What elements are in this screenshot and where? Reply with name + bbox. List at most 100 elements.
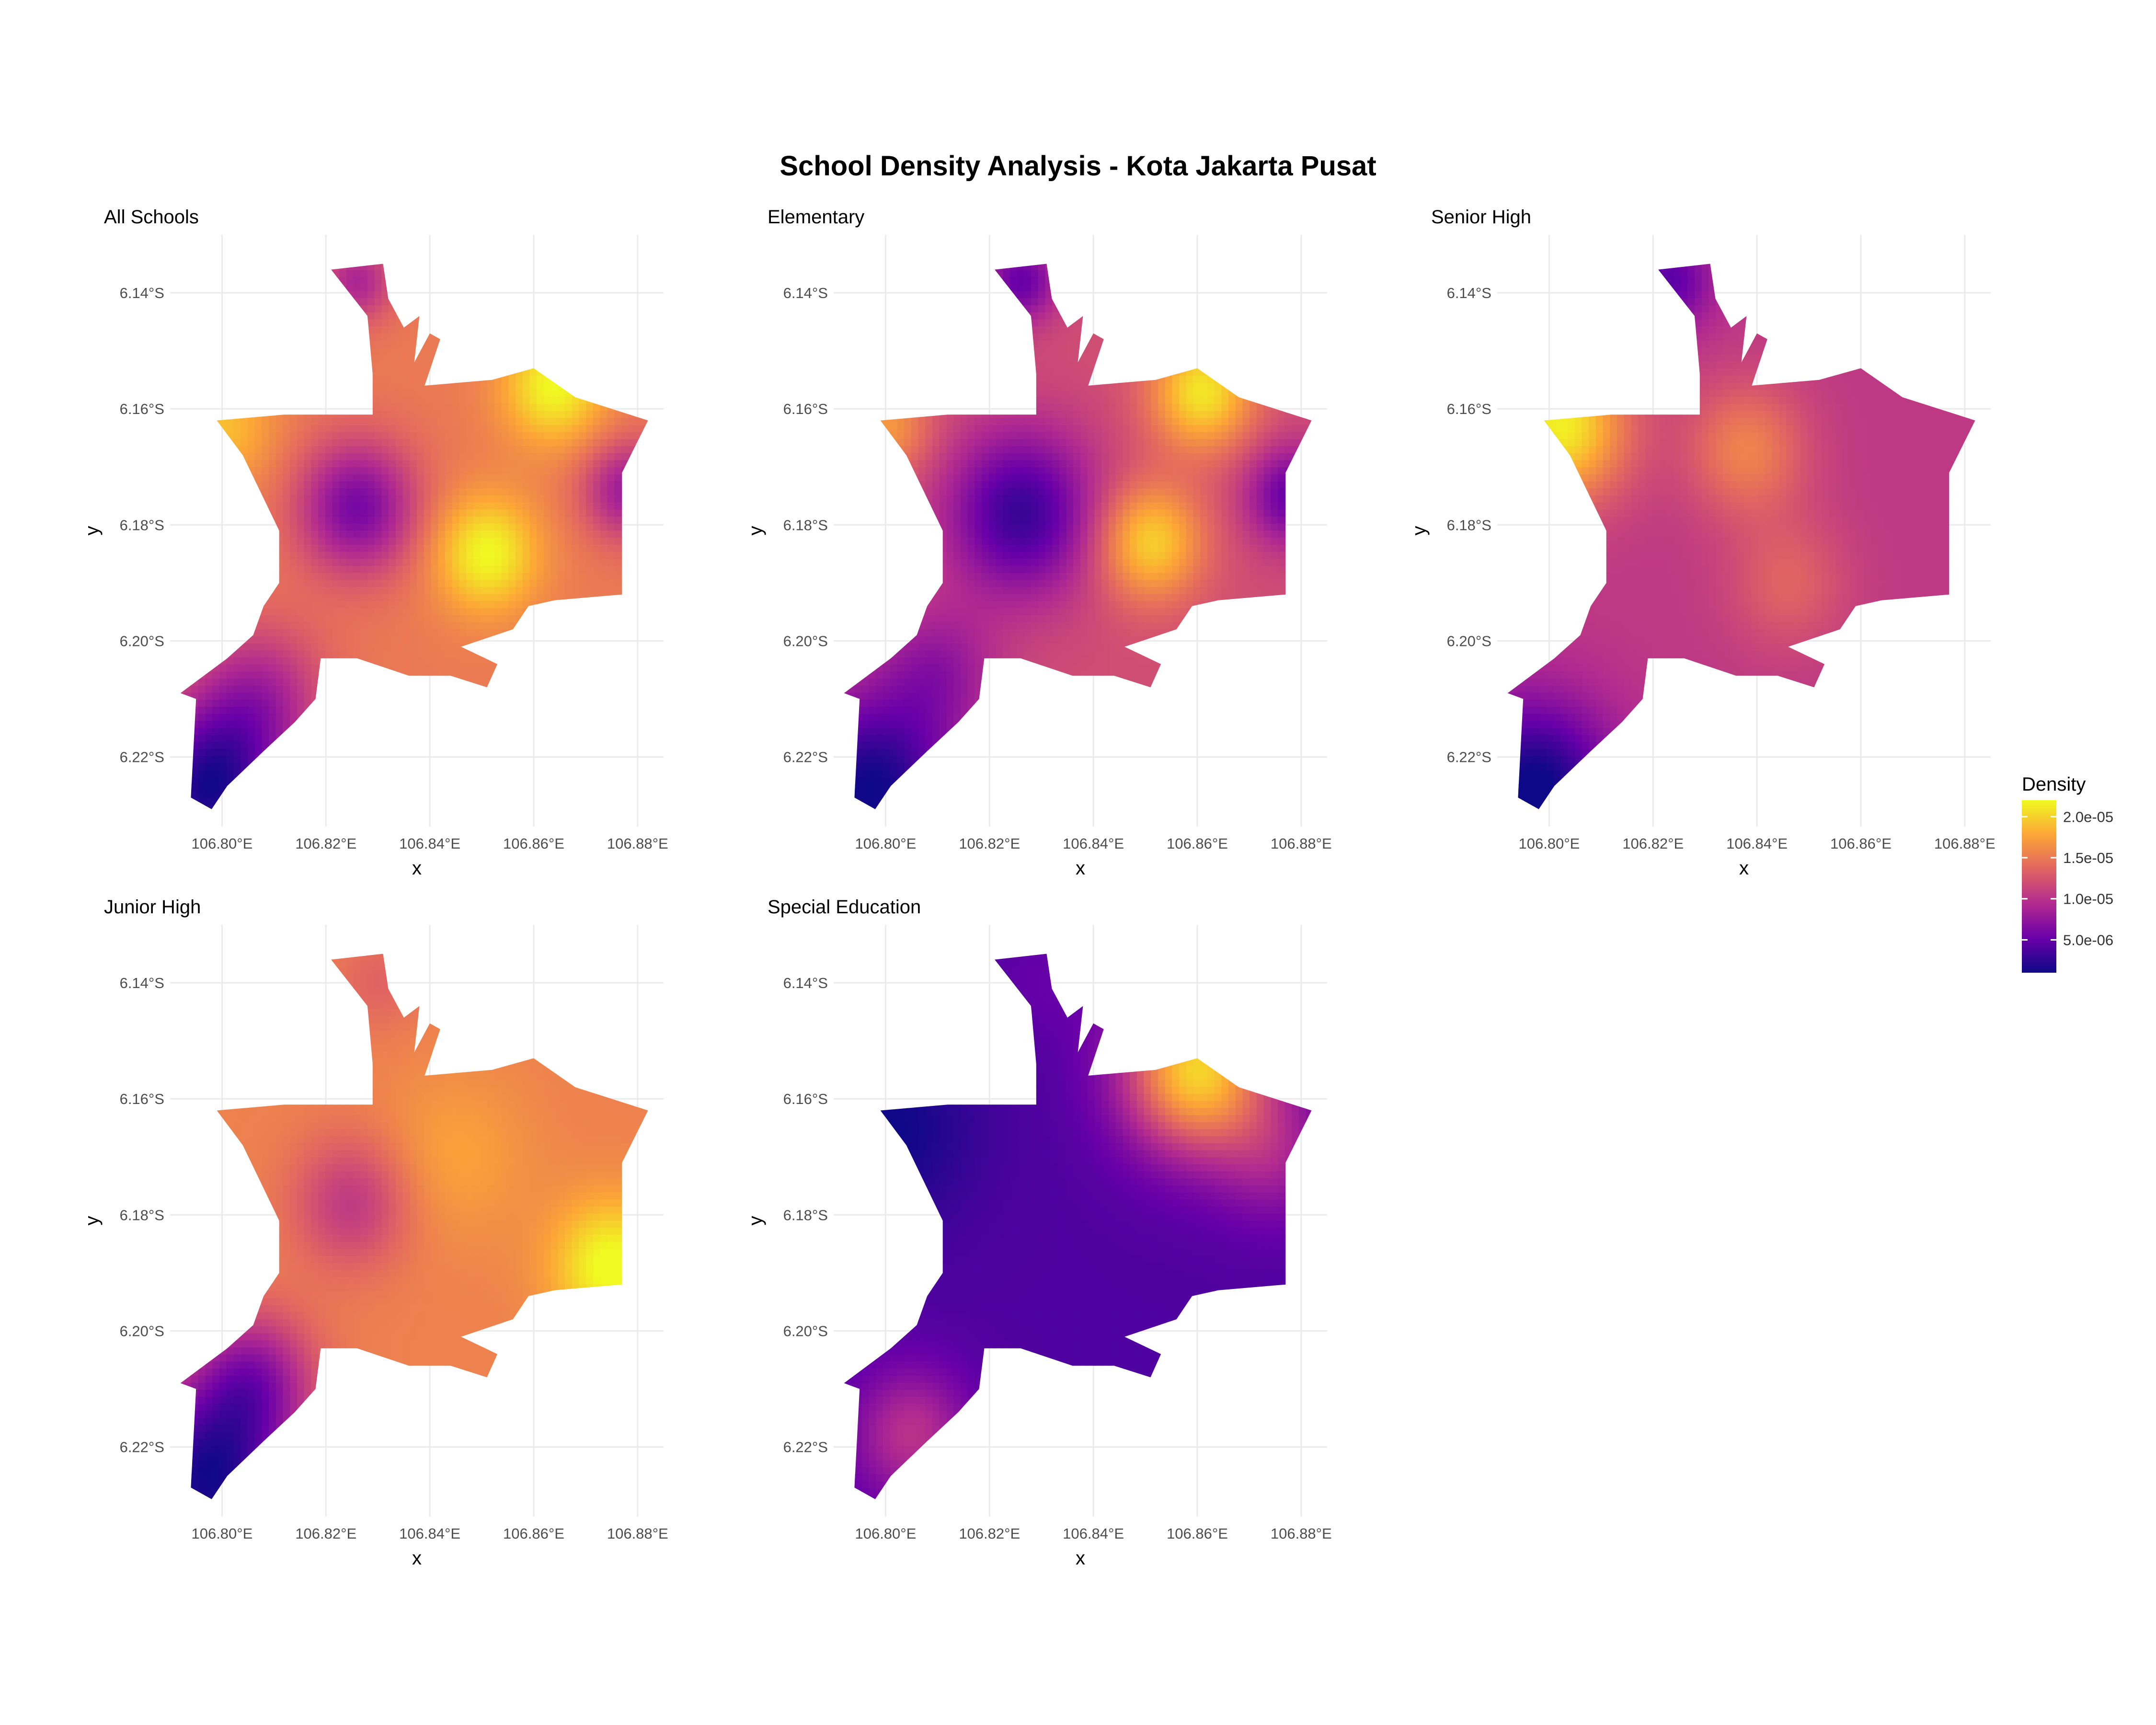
- density-cell: [466, 298, 474, 306]
- density-cell: [269, 305, 276, 313]
- density-cell: [325, 601, 333, 609]
- density-cell: [522, 580, 530, 587]
- density-cell: [389, 707, 396, 714]
- density-cell: [402, 425, 411, 433]
- density-cell: [445, 361, 453, 369]
- density-cell: [191, 264, 199, 271]
- density-cell: [198, 615, 206, 623]
- density-cell: [381, 298, 389, 306]
- density-cell: [254, 502, 263, 510]
- density-cell: [452, 277, 460, 285]
- density-cell: [543, 650, 551, 658]
- density-cell: [614, 347, 622, 355]
- density-cell: [410, 277, 417, 285]
- density-cell: [452, 587, 460, 595]
- density-cell: [219, 235, 227, 242]
- density-cell: [473, 629, 481, 637]
- density-cell: [452, 721, 460, 728]
- density-cell: [346, 446, 354, 454]
- density-cell: [473, 601, 481, 609]
- density-cell: [550, 403, 559, 412]
- density-cell: [205, 573, 213, 581]
- density-cell: [650, 714, 657, 722]
- density-cell: [579, 594, 586, 602]
- density-cell: [353, 728, 361, 736]
- density-cell: [579, 361, 586, 369]
- density-cell: [642, 629, 648, 637]
- density-cell: [642, 559, 648, 566]
- density-cell: [565, 481, 573, 489]
- density-cell: [558, 376, 565, 383]
- density-cell: [275, 544, 284, 552]
- density-cell: [262, 502, 269, 510]
- density-cell: [269, 347, 276, 355]
- density-cell: [438, 615, 446, 623]
- density-cell: [642, 305, 648, 313]
- density-cell: [247, 326, 255, 334]
- density-cell: [170, 735, 178, 743]
- density-cell: [501, 439, 509, 447]
- density-cell: [543, 432, 551, 440]
- density-cell: [628, 636, 636, 644]
- density-cell: [325, 629, 333, 637]
- density-cell: [487, 530, 495, 538]
- density-cell: [516, 347, 523, 355]
- density-cell: [593, 382, 601, 391]
- density-cell: [480, 728, 488, 736]
- density-cell: [212, 678, 220, 686]
- density-cell: [480, 249, 488, 256]
- density-cell: [374, 284, 382, 292]
- density-cell: [550, 636, 559, 644]
- density-cell: [508, 312, 516, 320]
- density-cell: [262, 305, 269, 313]
- density-cell: [367, 264, 375, 271]
- density-cell: [297, 397, 305, 404]
- density-cell: [304, 580, 312, 587]
- density-cell: [543, 319, 551, 327]
- density-cell: [360, 382, 368, 391]
- density-cell: [402, 664, 411, 672]
- density-cell: [360, 601, 368, 609]
- density-cell: [628, 242, 636, 250]
- density-cell: [290, 636, 298, 644]
- density-cell: [656, 566, 664, 574]
- density-cell: [170, 615, 178, 623]
- density-cell: [269, 707, 276, 714]
- density-cell: [593, 481, 601, 489]
- density-cell: [381, 580, 389, 587]
- density-cell: [297, 264, 305, 271]
- density-cell: [389, 608, 396, 616]
- density-cell: [374, 354, 382, 362]
- density-cell: [424, 418, 432, 426]
- density-cell: [402, 453, 411, 461]
- density-cell: [233, 488, 241, 496]
- density-cell: [466, 721, 474, 728]
- density-cell: [543, 594, 551, 602]
- density-cell: [543, 474, 551, 482]
- density-cell: [586, 629, 594, 637]
- density-cell: [395, 495, 403, 503]
- density-cell: [586, 713, 594, 722]
- density-cell: [628, 678, 636, 686]
- density-cell: [508, 664, 516, 672]
- density-cell: [650, 256, 657, 264]
- density-cell: [381, 622, 389, 630]
- density-cell: [360, 650, 368, 658]
- density-cell: [480, 721, 488, 728]
- density-cell: [374, 291, 382, 299]
- density-cell: [572, 418, 580, 426]
- density-cell: [431, 636, 438, 644]
- density-cell: [247, 361, 255, 369]
- density-cell: [494, 509, 502, 517]
- density-cell: [628, 270, 636, 277]
- density-cell: [402, 340, 411, 348]
- density-cell: [642, 460, 648, 468]
- density-cell: [424, 502, 432, 510]
- density-cell: [445, 580, 453, 587]
- density-cell: [593, 517, 601, 524]
- density-cell: [389, 397, 396, 404]
- density-cell: [283, 425, 290, 433]
- density-cell: [318, 425, 326, 433]
- density-cell: [494, 425, 502, 433]
- density-cell: [550, 368, 559, 376]
